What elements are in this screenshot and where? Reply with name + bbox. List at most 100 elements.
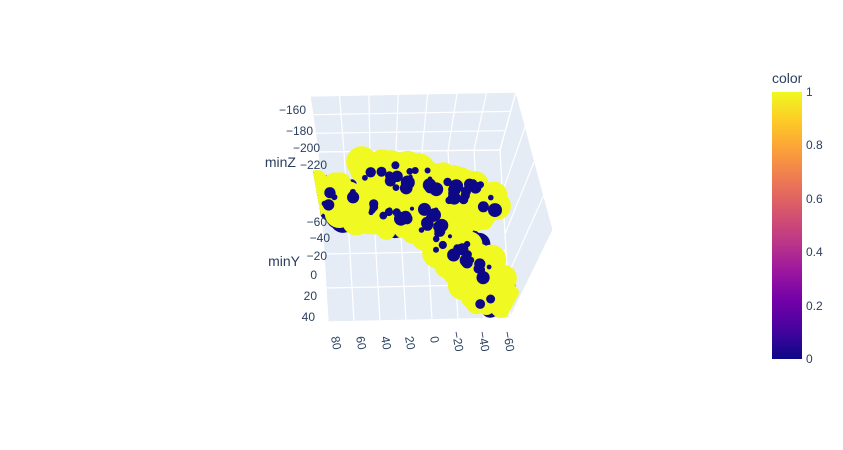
scatter-point xyxy=(418,202,431,216)
x-tick-label: −20 xyxy=(449,330,466,353)
scatter-point xyxy=(300,174,318,201)
grid-line xyxy=(506,195,545,277)
scatter-point xyxy=(376,166,387,177)
x-tick-label: 0 xyxy=(427,335,442,344)
z-tick-label: −160 xyxy=(279,103,306,117)
grid-line xyxy=(501,126,526,193)
scatter-points xyxy=(300,146,520,318)
scatter-point xyxy=(486,294,496,304)
scatter-point xyxy=(391,161,400,170)
scatter-point xyxy=(435,224,440,229)
x-tick-label: −40 xyxy=(475,330,492,353)
scatter-point xyxy=(486,264,492,270)
grid-line xyxy=(309,95,319,153)
scatter-point xyxy=(432,235,440,243)
scatter-point xyxy=(427,208,442,222)
scatter-point xyxy=(488,194,494,201)
scatter-point xyxy=(411,167,419,174)
grid-line xyxy=(504,160,536,235)
z-tick-label: −220 xyxy=(300,158,327,172)
scatter-point xyxy=(330,190,336,196)
y-tick-label: 40 xyxy=(302,310,316,324)
grid-line xyxy=(338,95,345,152)
scatter-point xyxy=(303,170,315,182)
grid-line xyxy=(447,93,458,151)
scatter-point xyxy=(304,194,312,202)
scatter-point xyxy=(418,227,425,233)
grid-line xyxy=(368,94,371,152)
scatter-point xyxy=(424,167,431,174)
colorbar-tick: 0 xyxy=(806,352,813,366)
scatter-point xyxy=(392,208,401,217)
colorbar-gradient xyxy=(772,92,802,359)
scatter-point xyxy=(433,246,439,253)
scatter-point xyxy=(463,240,471,248)
grid-line xyxy=(395,94,399,152)
scatter-point xyxy=(495,273,510,288)
scatter-point xyxy=(438,240,447,250)
y-tick-label: 20 xyxy=(304,289,318,303)
y-axis: −60 −40 −20 0 20 40 minY xyxy=(268,215,330,324)
scatter-point xyxy=(349,188,356,195)
colorbar-tick: 0.2 xyxy=(806,299,823,313)
scatter-point xyxy=(400,175,415,190)
scatter-point xyxy=(385,171,394,181)
scatter-point xyxy=(347,191,360,204)
scatter-point xyxy=(369,202,379,212)
scatter-point xyxy=(443,177,452,187)
grid-line xyxy=(499,91,517,151)
grid-line xyxy=(312,110,511,116)
x-tick-label: −60 xyxy=(500,330,517,353)
colorbar-tick: 0.6 xyxy=(806,192,823,206)
y-tick-label: 0 xyxy=(310,268,317,282)
scatter-point xyxy=(460,190,470,201)
grid-line xyxy=(309,91,517,97)
scatter-point xyxy=(392,184,400,192)
scatter-point xyxy=(475,299,486,309)
grid-line xyxy=(509,229,554,319)
scatter-point xyxy=(411,223,439,251)
grid-line xyxy=(327,317,511,323)
y-tick-label: −20 xyxy=(307,249,328,263)
scatter-point xyxy=(492,286,505,299)
scatter-point xyxy=(476,265,486,275)
x-tick-label: 60 xyxy=(353,335,369,351)
scatter-point xyxy=(368,149,395,175)
grid-line xyxy=(473,92,488,151)
scatter-point xyxy=(449,179,464,193)
scatter-point xyxy=(429,246,451,268)
scatter-point xyxy=(386,207,393,213)
colorbar-title: color xyxy=(772,70,803,86)
colorbar-tick: 0.4 xyxy=(806,245,823,259)
y-tick-label: −40 xyxy=(310,231,331,245)
scatter-point xyxy=(477,201,489,213)
scatter-point xyxy=(322,199,335,211)
scatter-point xyxy=(422,178,437,192)
x-axis: 80 60 40 20 0 −20 −40 −60 xyxy=(328,330,517,353)
y-tick-label: −60 xyxy=(307,215,328,229)
scatter-point xyxy=(409,206,415,211)
scatter-point xyxy=(368,209,374,216)
scatter-point xyxy=(447,191,461,205)
scatter-point xyxy=(391,170,403,182)
z-axis: −160 −180 −200 −220 minZ xyxy=(265,103,327,172)
scatter-point xyxy=(406,168,414,175)
scatter-point xyxy=(427,176,433,182)
scatter-point xyxy=(362,174,368,181)
x-tick-label: 20 xyxy=(402,335,418,351)
y-axis-title: minY xyxy=(268,253,301,269)
scatter-point xyxy=(469,181,482,194)
scatter-point xyxy=(434,230,441,238)
x-tick-label: 80 xyxy=(328,335,344,351)
scatter-point xyxy=(447,234,453,239)
colorbar[interactable]: color 1 0.8 0.6 0.4 0.2 0 xyxy=(772,70,823,366)
scatter-point xyxy=(365,167,376,178)
scatter-point xyxy=(399,210,412,223)
scatter-point xyxy=(488,203,502,218)
z-tick-label: −200 xyxy=(293,141,320,155)
scatter-point xyxy=(478,275,486,283)
scatter-point xyxy=(463,250,472,259)
z-axis-title: minZ xyxy=(265,154,297,170)
grid-line xyxy=(421,93,429,151)
